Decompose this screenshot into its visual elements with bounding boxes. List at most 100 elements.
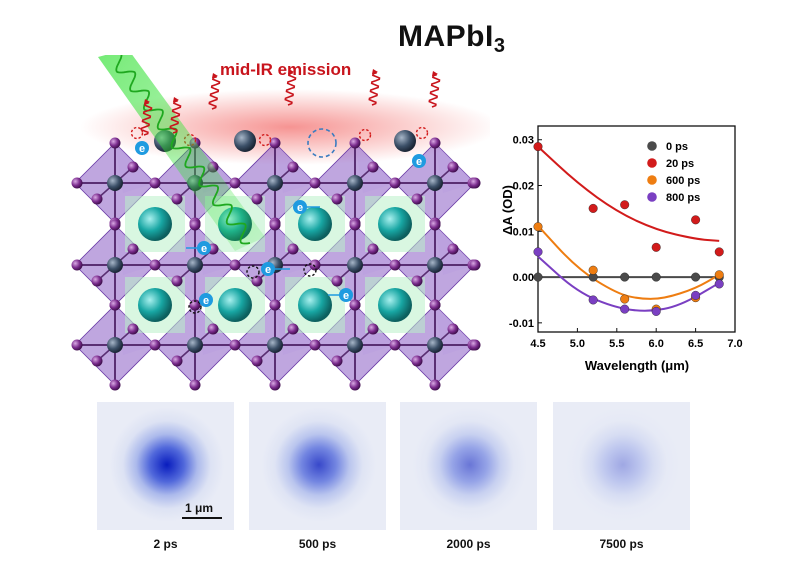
ma-cation — [298, 288, 332, 322]
y-tick-label: 0.02 — [513, 181, 534, 193]
data-point — [651, 306, 661, 316]
emission-wave — [368, 71, 381, 106]
emission-wave — [140, 101, 153, 136]
electron-label: e — [416, 156, 422, 168]
data-point — [714, 270, 724, 280]
electron-label: e — [203, 295, 209, 307]
iodine-atom — [349, 219, 361, 231]
iodine-atom — [189, 219, 201, 231]
ma-cation — [138, 288, 172, 322]
y-tick-label: 0.03 — [513, 135, 534, 147]
data-point — [691, 290, 701, 300]
pl-spot — [553, 402, 690, 530]
iodine-atom — [229, 177, 241, 189]
lead-atom — [107, 337, 123, 353]
pump-wave — [115, 55, 251, 245]
x-tick-label: 6.0 — [649, 338, 664, 350]
lead-atom — [427, 337, 443, 353]
time-delay-label: 7500 ps — [599, 537, 644, 551]
data-point — [533, 222, 543, 232]
electron-label: e — [201, 243, 207, 255]
legend-entry: 600 ps — [666, 175, 700, 187]
ma-cation — [298, 207, 332, 241]
pb-i-atoms — [71, 137, 481, 391]
data-point — [588, 295, 598, 305]
iodine-atom — [429, 379, 441, 391]
perovskite-crystal-illustration: e e e e e e e — [71, 55, 490, 391]
y-tick-label: 0.01 — [513, 226, 534, 238]
pl-image-tile — [400, 402, 537, 530]
pl-spot — [400, 402, 537, 530]
emission-arrowhead — [288, 69, 294, 74]
legend-marker — [647, 175, 657, 185]
pl-image-tile — [553, 402, 690, 530]
data-point — [588, 203, 598, 213]
emission-arrowhead — [372, 69, 378, 74]
iodine-atom — [171, 275, 183, 287]
iodine-atom — [251, 275, 263, 287]
time-delay-label: 2000 ps — [446, 537, 491, 551]
electron-label: e — [343, 290, 349, 302]
data-point — [691, 215, 701, 225]
iodine-atom — [429, 299, 441, 311]
lead-atom — [347, 257, 363, 273]
electron — [261, 262, 275, 276]
iodine-atom — [251, 355, 263, 367]
scale-bar — [182, 517, 222, 519]
iodine-atom — [331, 193, 343, 205]
hole-site — [246, 265, 260, 279]
time-delay-label: 2 ps — [153, 537, 178, 551]
x-tick-label: 4.5 — [530, 338, 545, 350]
y-tick-label: 0.00 — [513, 272, 534, 284]
emission-wave — [284, 71, 297, 106]
data-point — [651, 242, 661, 252]
ma-cation — [218, 288, 252, 322]
pl-spot — [97, 402, 234, 530]
lead-atom — [107, 175, 123, 191]
y-axis-label: ΔA (OD) — [500, 185, 515, 235]
x-tick-label: 6.5 — [688, 338, 703, 350]
iodine-atom — [367, 161, 379, 173]
hole-site — [415, 126, 429, 140]
surface-vacancy — [307, 128, 337, 158]
iodine-atom — [109, 219, 121, 231]
iodine-atom — [309, 259, 321, 271]
legend-entry: 0 ps — [666, 141, 688, 153]
legend-entry: 800 ps — [666, 192, 700, 204]
fit-curve — [537, 255, 721, 312]
lead-atom — [267, 337, 283, 353]
iodine-atom — [429, 219, 441, 231]
iodine-atom — [469, 177, 481, 189]
iodine-atom — [389, 177, 401, 189]
hole-site — [258, 133, 272, 147]
iodine-atom — [389, 259, 401, 271]
iodine-atom — [171, 355, 183, 367]
electron — [197, 241, 211, 255]
emission-arrowhead — [173, 97, 179, 102]
iodine-atom — [287, 243, 299, 255]
iodine-atom — [127, 323, 139, 335]
emission-wave — [169, 99, 182, 134]
ma-cation — [138, 207, 172, 241]
mid-ir-emission-arrows — [140, 69, 441, 136]
y-tick-label: -0.01 — [509, 318, 534, 330]
data-point — [691, 272, 701, 282]
legend-marker — [647, 158, 657, 168]
iodine-atom — [229, 339, 241, 351]
lead-atom — [427, 257, 443, 273]
x-axis-label: Wavelength (μm) — [585, 358, 689, 373]
x-tick-label: 5.0 — [570, 338, 585, 350]
electron — [339, 288, 353, 302]
scale-bar-label: 1 μm — [185, 501, 214, 515]
electrons: e e e e e e e — [135, 141, 426, 307]
iodine-atom — [71, 339, 83, 351]
fit-curve — [537, 225, 721, 300]
data-point — [651, 272, 661, 282]
emission-wave — [208, 75, 221, 110]
iodine-atom — [331, 355, 343, 367]
iodine-atom — [149, 339, 161, 351]
electron-label: e — [139, 143, 145, 155]
iodine-atom — [411, 193, 423, 205]
iodine-atom — [149, 177, 161, 189]
data-point — [533, 247, 543, 257]
